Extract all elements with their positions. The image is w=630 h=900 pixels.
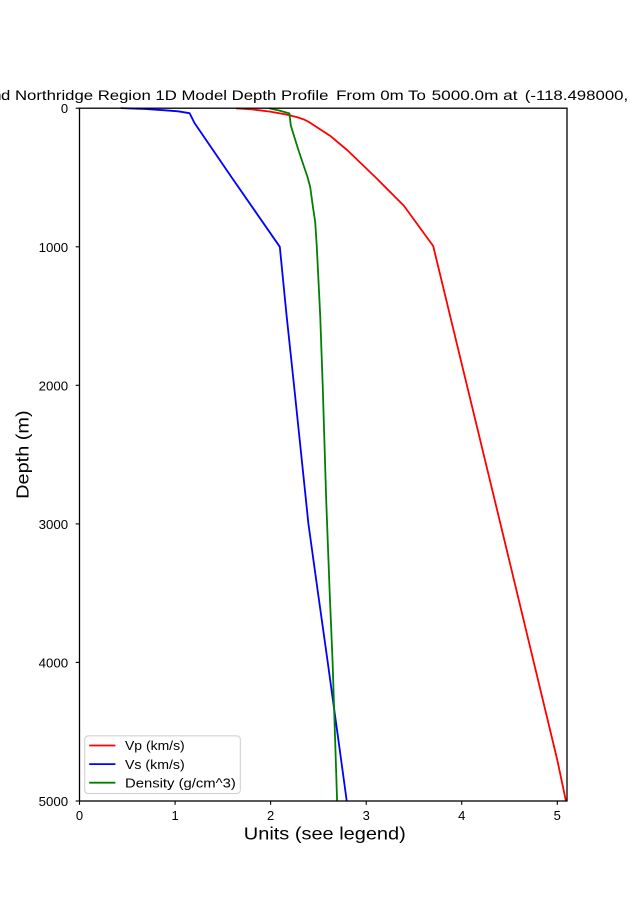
svg-text:4000: 4000 <box>39 655 69 670</box>
svg-text:From 0m To: From 0m To <box>336 88 426 103</box>
svg-text:Vp (km/s): Vp (km/s) <box>125 738 185 753</box>
svg-text:Density (g/cm^3): Density (g/cm^3) <box>125 775 236 790</box>
svg-text:4: 4 <box>458 808 465 823</box>
svg-text:5000.0m at: 5000.0m at <box>432 88 518 103</box>
svg-text:Depth (m): Depth (m) <box>13 410 33 499</box>
svg-text:0: 0 <box>76 808 83 823</box>
svg-text:n: n <box>0 88 1 103</box>
svg-text:2000: 2000 <box>39 378 69 393</box>
svg-text:d Northridge Region 1D Model D: d Northridge Region 1D Model Depth Profi… <box>1 88 328 103</box>
svg-text:1: 1 <box>171 808 178 823</box>
svg-text:3000: 3000 <box>39 517 69 532</box>
svg-text:1000: 1000 <box>39 240 69 255</box>
svg-text:0: 0 <box>61 101 68 116</box>
svg-text:3: 3 <box>363 808 370 823</box>
svg-text:5: 5 <box>554 808 561 823</box>
svg-text:2: 2 <box>267 808 274 823</box>
svg-text:(-118.498000,: (-118.498000, <box>525 88 628 103</box>
svg-text:5000: 5000 <box>39 794 69 809</box>
svg-text:Vs (km/s): Vs (km/s) <box>125 757 185 772</box>
svg-text:Units (see legend): Units (see legend) <box>244 824 406 844</box>
